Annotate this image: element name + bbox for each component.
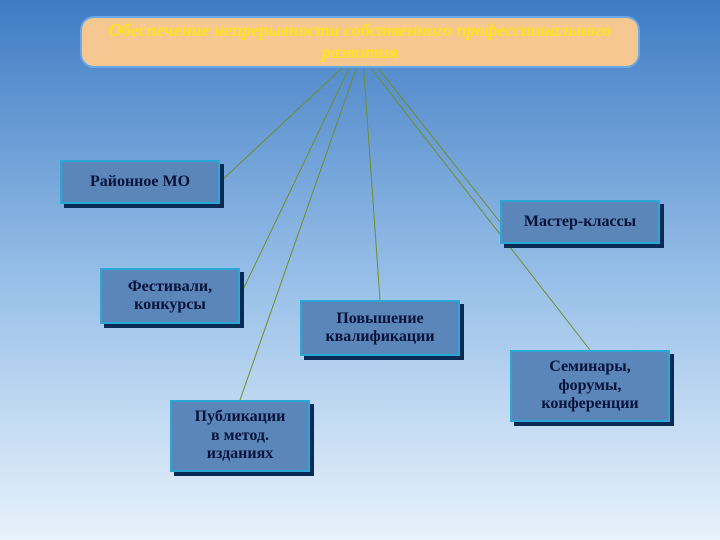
edge-rayonnoe	[220, 68, 342, 182]
node-seminary: Семинары, форумы, конференции	[510, 350, 670, 422]
node-master: Мастер-классы	[500, 200, 660, 244]
node-label: Повышение квалификации	[325, 310, 434, 347]
node-label: Районное МО	[90, 173, 190, 191]
node-festivali: Фестивали, конкурсы	[100, 268, 240, 324]
node-label: Фестивали, конкурсы	[128, 278, 212, 315]
diagram-stage: Обеспечение непрерывности собственного п…	[0, 0, 720, 540]
node-label: Публикации в метод. изданиях	[195, 408, 286, 463]
node-label: Мастер-классы	[524, 213, 636, 231]
title-box: Обеспечение непрерывности собственного п…	[80, 16, 640, 68]
node-rayonnoe: Районное МО	[60, 160, 220, 204]
edge-festivali	[240, 68, 349, 296]
title-text: Обеспечение непрерывности собственного п…	[92, 20, 628, 63]
edge-master	[378, 68, 500, 222]
node-publikacii: Публикации в метод. изданиях	[170, 400, 310, 472]
edge-povyshenie	[364, 68, 380, 300]
node-povyshenie: Повышение квалификации	[300, 300, 460, 356]
node-label: Семинары, форумы, конференции	[541, 358, 638, 413]
